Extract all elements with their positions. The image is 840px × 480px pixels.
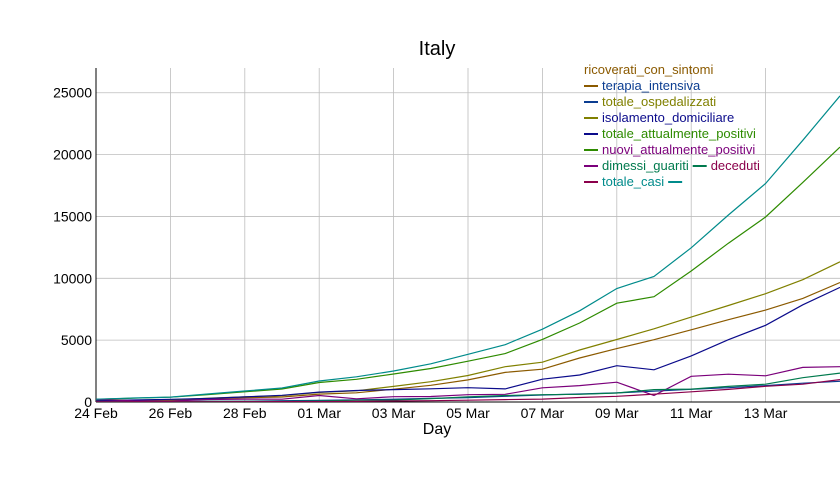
legend-entry: deceduti (711, 158, 760, 173)
y-tick-label: 20000 (53, 147, 92, 163)
x-tick-labels: 24 Feb 26 Feb 28 Feb 01 Mar 03 Mar 05 Mar 07 M… (74, 405, 788, 421)
x-tick-label: 24 Feb (74, 405, 118, 421)
x-tick-label: 26 Feb (149, 405, 193, 421)
x-axis-label: Day (423, 421, 451, 438)
series-line-isolamento-domiciliare (96, 286, 840, 402)
legend-entry: totale_ospedalizzati (602, 94, 716, 109)
legend-entry: nuovi_attualmente_positivi (602, 142, 755, 157)
x-tick-label: 05 Mar (446, 405, 490, 421)
y-tick-label: 5000 (61, 332, 92, 348)
y-tick-label: 25000 (53, 85, 92, 101)
x-tick-label: 01 Mar (297, 405, 341, 421)
y-tick-label: 10000 (53, 270, 92, 286)
series-line-deceduti (96, 379, 840, 402)
x-tick-label: 13 Mar (744, 405, 788, 421)
chart-title: Italy (419, 38, 456, 60)
legend-entry: isolamento_domiciliare (602, 110, 734, 125)
legend: ricoverati_con_sintomiterapia_intensivat… (584, 62, 760, 189)
series-line-totale-casi (96, 95, 840, 400)
legend-entry: totale_attualmente_positivi (602, 126, 756, 141)
legend-entry: dimessi_guariti (602, 158, 689, 173)
x-tick-label: 28 Feb (223, 405, 267, 421)
y-tick-labels: 0 5000 10000 15000 20000 25000 (53, 85, 92, 410)
legend-entry: terapia_intensiva (602, 78, 701, 93)
legend-entry: totale_casi (602, 174, 664, 189)
y-tick-label: 15000 (53, 208, 92, 224)
x-tick-label: 11 Mar (670, 405, 713, 421)
legend-entry: ricoverati_con_sintomi (584, 62, 713, 77)
series-line-nuovi-attualmente-positivi (96, 366, 840, 402)
x-tick-label: 09 Mar (595, 405, 639, 421)
series-line-totale-attualmente-positivi (96, 146, 840, 400)
x-tick-label: 07 Mar (521, 405, 565, 421)
series-lines (96, 95, 840, 402)
x-tick-label: 03 Mar (372, 405, 416, 421)
grid (95, 68, 840, 403)
y-tick-label: 0 (84, 394, 92, 410)
